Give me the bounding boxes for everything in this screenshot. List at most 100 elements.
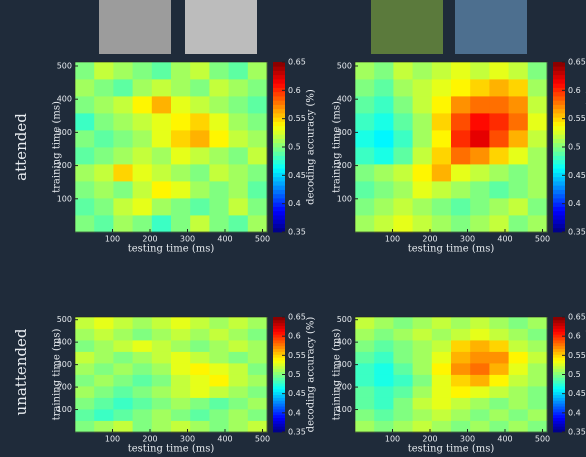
heatmap-cell xyxy=(528,164,548,181)
colorbar xyxy=(553,134,565,139)
heatmap-cell xyxy=(209,96,229,113)
colorbar xyxy=(273,79,285,84)
colorbar xyxy=(273,194,285,199)
colorbar-tick-label: 0.4 xyxy=(288,199,301,208)
heatmap-cell xyxy=(94,421,114,433)
heatmap-cell xyxy=(152,352,172,364)
heatmap-cell xyxy=(355,96,375,113)
heatmap-cell xyxy=(75,329,95,341)
heatmap-cell xyxy=(509,164,529,181)
colorbar xyxy=(553,357,565,360)
colorbar xyxy=(273,337,285,340)
colorbar xyxy=(553,337,565,340)
colorbar-tick-label: 0.45 xyxy=(288,171,306,180)
heatmap-cell xyxy=(355,79,375,96)
heatmap-cell xyxy=(374,398,394,410)
heatmap-cell xyxy=(355,352,375,364)
heatmap-cell xyxy=(393,147,413,164)
heatmap-cell xyxy=(248,79,268,96)
heatmap-cell xyxy=(171,130,191,147)
heatmap-cell xyxy=(528,130,548,147)
heatmap-cell xyxy=(509,375,529,387)
heatmap-cell xyxy=(75,398,95,410)
heatmap-cell xyxy=(393,130,413,147)
colorbar xyxy=(553,406,565,409)
colorbar xyxy=(273,181,285,186)
heatmap-cell xyxy=(152,147,172,164)
heatmap-cell xyxy=(374,113,394,130)
heatmap-cell xyxy=(133,329,153,341)
heatmap-cell xyxy=(355,398,375,410)
colorbar xyxy=(553,380,565,383)
stimulus-thumbnail xyxy=(455,0,527,54)
heatmap-cell xyxy=(489,386,509,398)
heatmap-cell xyxy=(171,79,191,96)
heatmap-cell xyxy=(113,181,133,198)
heatmap-cell xyxy=(229,164,249,181)
heatmap-cell xyxy=(209,79,229,96)
colorbar-tick-label: 0.5 xyxy=(288,370,301,379)
colorbar xyxy=(273,177,285,182)
heatmap-cell xyxy=(432,317,452,329)
heatmap-cell xyxy=(248,113,268,130)
heatmap-cell xyxy=(171,62,191,79)
heatmap-cell xyxy=(355,181,375,198)
heatmap-cell xyxy=(374,181,394,198)
heatmap-cell xyxy=(393,79,413,96)
x-tick-label: 100 xyxy=(385,435,400,444)
heatmap-cell xyxy=(432,352,452,364)
heatmap-cell xyxy=(489,62,509,79)
colorbar xyxy=(273,105,285,110)
heatmap-cell xyxy=(374,62,394,79)
colorbar xyxy=(553,109,565,114)
colorbar xyxy=(273,377,285,380)
heatmap-cell xyxy=(509,340,529,352)
x-tick-label: 100 xyxy=(105,235,120,244)
colorbar xyxy=(273,398,285,401)
heatmap-cell xyxy=(229,375,249,387)
heatmap-cell xyxy=(75,96,95,113)
heatmap-cell xyxy=(355,386,375,398)
heatmap-cell xyxy=(451,96,471,113)
heatmap-cell xyxy=(190,62,210,79)
colorbar xyxy=(553,147,565,152)
colorbar xyxy=(273,343,285,346)
colorbar-tick-label: 0.5 xyxy=(568,143,581,152)
heatmap-cell xyxy=(94,79,114,96)
heatmap-cell xyxy=(374,421,394,433)
colorbar xyxy=(553,156,565,161)
x-tick-label: 200 xyxy=(142,435,157,444)
colorbar xyxy=(273,400,285,403)
heatmap-cell xyxy=(113,317,133,329)
heatmap-cell xyxy=(451,79,471,96)
heatmap-cell xyxy=(113,329,133,341)
heatmap-cell xyxy=(393,363,413,375)
stimulus-thumbnail xyxy=(371,0,443,54)
colorbar xyxy=(553,117,565,122)
colorbar xyxy=(273,147,285,152)
heatmap-cell xyxy=(413,96,433,113)
heatmap-cell xyxy=(248,375,268,387)
heatmap-cell xyxy=(528,375,548,387)
heatmap-cell xyxy=(489,164,509,181)
heatmap-cell xyxy=(229,79,249,96)
heatmap-cell xyxy=(209,147,229,164)
colorbar xyxy=(553,202,565,207)
heatmap-cell xyxy=(209,113,229,130)
heatmap-cell xyxy=(413,215,433,232)
heatmap-cell xyxy=(509,329,529,341)
heatmap-cell xyxy=(94,96,114,113)
colorbar xyxy=(273,207,285,212)
colorbar xyxy=(553,122,565,127)
colorbar xyxy=(273,160,285,165)
heatmap-cell xyxy=(113,96,133,113)
heatmap-cell xyxy=(113,340,133,352)
heatmap-cell xyxy=(152,181,172,198)
heatmap-cell xyxy=(413,62,433,79)
colorbar xyxy=(553,79,565,84)
heatmap-cell xyxy=(248,409,268,421)
heatmap-cell xyxy=(374,363,394,375)
row-label: attended xyxy=(12,113,30,181)
heatmap-cell xyxy=(432,398,452,410)
heatmap-cell xyxy=(209,198,229,215)
